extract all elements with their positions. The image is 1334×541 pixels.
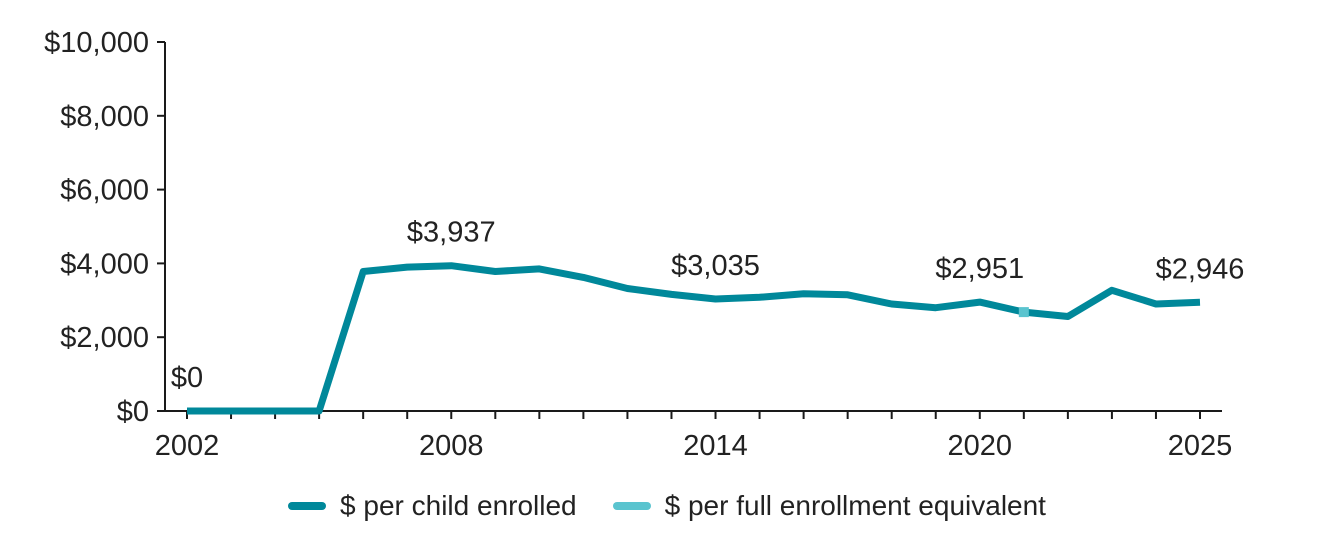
data-point-per-child [272, 408, 279, 415]
legend: $ per child enrolled $ per full enrollme… [0, 484, 1334, 528]
y-tick-label: $8,000 [60, 101, 149, 133]
data-point-per-child [580, 274, 587, 281]
data-point-per-child [756, 294, 763, 301]
x-tick-label: 2008 [419, 430, 484, 462]
y-tick-label: $10,000 [44, 27, 149, 59]
data-point-per-child [1197, 299, 1204, 306]
data-point-per-child [1152, 300, 1159, 307]
data-point-per-child [844, 291, 851, 298]
data-point-per-child [360, 268, 367, 275]
data-point-per-child [976, 299, 983, 306]
data-label: $0 [171, 362, 203, 394]
data-point-per-child [624, 285, 631, 292]
legend-label-per-child: $ per child enrolled [340, 490, 577, 521]
legend-item-per-child: $ per child enrolled [288, 490, 577, 522]
series-line-per-child [187, 262, 1201, 415]
data-point-full-enrollment [1018, 307, 1029, 318]
data-point-per-child [712, 296, 719, 303]
data-point-per-child [668, 291, 675, 298]
x-tick-label: 2025 [1168, 430, 1233, 462]
y-tick-label: $6,000 [60, 175, 149, 207]
data-point-per-child [932, 304, 939, 311]
data-label: $3,035 [671, 250, 760, 282]
data-point-per-child [800, 290, 807, 297]
data-point-per-child [448, 262, 455, 269]
axes: $0 $2,000 $4,000 $6,000 $8,000 $10,000 2002 200… [44, 27, 1232, 462]
data-point-per-child [184, 408, 191, 415]
legend-label-full-enrollment: $ per full enrollment equivalent [664, 490, 1046, 521]
x-tick-label: 2020 [948, 430, 1013, 462]
legend-swatch-per-child [288, 502, 327, 510]
y-tick-label: $0 [117, 396, 149, 428]
data-point-per-child [536, 265, 543, 272]
data-point-per-child [888, 300, 895, 307]
legend-swatch-full-enrollment [612, 502, 651, 510]
data-point-per-child [1064, 313, 1071, 320]
data-label: $2,946 [1156, 253, 1245, 285]
data-point-per-child [404, 264, 411, 271]
data-point-per-child [1108, 287, 1115, 294]
y-tick-label: $2,000 [60, 322, 149, 354]
legend-item-full-enrollment: $ per full enrollment equivalent [612, 490, 1046, 522]
line-chart: $0 $2,000 $4,000 $6,000 $8,000 $10,000 2002 200… [44, 27, 1244, 462]
x-tick-label: 2014 [683, 430, 748, 462]
data-label: $3,937 [407, 217, 496, 249]
data-point-per-child [492, 268, 499, 275]
data-point-per-child [228, 408, 235, 415]
data-label: $2,951 [935, 253, 1024, 285]
data-point-per-child [316, 408, 323, 415]
series-layer [184, 262, 1204, 415]
x-tick-label: 2002 [155, 430, 220, 462]
data-labels: $0 $3,937 $3,035 $2,951 $2,946 [171, 217, 1244, 394]
y-tick-label: $4,000 [60, 248, 149, 280]
